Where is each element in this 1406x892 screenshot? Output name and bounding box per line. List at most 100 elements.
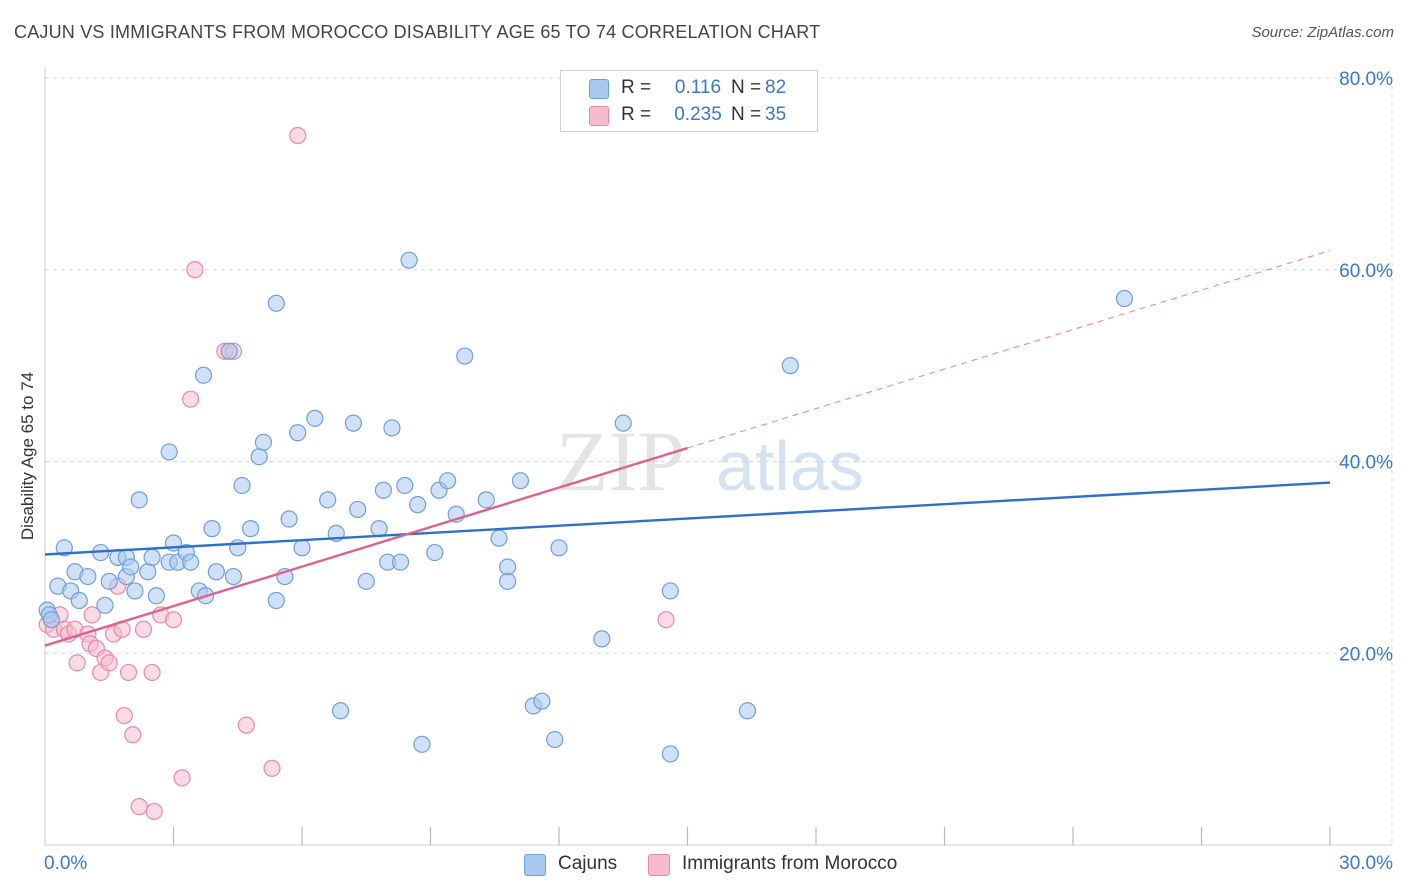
tick-labels: 20.0% 40.0% 60.0% 80.0% 0.0% 30.0%: [44, 69, 1393, 874]
legend-n-label: N =: [731, 77, 762, 98]
axes: [44, 67, 1392, 846]
data-point-cajun: [533, 692, 551, 710]
data-point-morocco: [115, 706, 133, 725]
data-point-cajun: [220, 342, 238, 360]
data-point-morocco: [145, 802, 163, 821]
y-tick-label: 20.0%: [1339, 644, 1393, 665]
data-point-cajun: [242, 520, 260, 538]
legend-n-value: 35: [765, 104, 787, 125]
trend-line-morocco: [44, 446, 688, 647]
bottom-legend-swatch-cajuns: [524, 854, 546, 876]
y-tick-label: 80.0%: [1339, 69, 1393, 90]
legend-n-value: 82: [765, 77, 787, 98]
data-point-cajun: [439, 472, 457, 490]
data-point-cajun: [490, 529, 508, 547]
data-point-cajun: [122, 558, 140, 576]
data-point-cajun: [289, 424, 307, 442]
chart-title: CAJUN VS IMMIGRANTS FROM MOROCCO DISABIL…: [14, 22, 821, 42]
data-point-cajun: [593, 630, 611, 648]
legend-swatch-cajuns: [589, 79, 609, 99]
data-point-morocco: [134, 620, 153, 638]
data-point-cajun: [370, 520, 388, 538]
data-point-cajun: [55, 539, 73, 557]
data-point-cajun: [42, 611, 61, 629]
data-point-cajun: [224, 567, 243, 586]
data-point-cajun: [126, 582, 144, 600]
data-point-cajun: [160, 443, 178, 461]
data-point-cajun: [280, 510, 298, 528]
bottom-legend-swatch-morocco: [648, 854, 670, 876]
data-point-cajun: [182, 553, 200, 571]
data-point-cajun: [374, 481, 392, 499]
data-point-cajun: [511, 472, 530, 490]
data-point-cajun: [267, 591, 285, 610]
data-point-morocco: [164, 611, 183, 629]
data-point-cajun: [661, 745, 679, 763]
data-point-morocco: [173, 769, 191, 787]
data-point-cajun: [499, 572, 517, 590]
x-tick-label: 0.0%: [44, 853, 87, 874]
data-point-morocco: [186, 261, 204, 279]
data-point-cajun: [130, 491, 148, 509]
watermark-atlas: atlas: [716, 427, 864, 505]
data-point-cajun: [391, 553, 410, 571]
data-point-cajun: [143, 548, 161, 566]
data-point-morocco: [119, 663, 138, 682]
grid-lines: [45, 77, 1393, 845]
data-point-cajun: [781, 357, 799, 375]
data-point-cajun: [400, 251, 418, 269]
data-point-morocco: [143, 663, 161, 682]
data-point-cajun: [383, 419, 401, 437]
bottom-legend-label-cajuns: Cajuns: [558, 853, 618, 874]
data-point-cajun: [233, 476, 251, 495]
bottom-legend-label-morocco: Immigrants from Morocco: [682, 853, 898, 874]
data-point-morocco: [130, 798, 148, 816]
data-point-morocco: [289, 126, 307, 145]
x-tick-label: 30.0%: [1339, 853, 1393, 874]
data-point-cajun: [100, 572, 118, 590]
data-point-morocco: [100, 654, 118, 672]
data-point-cajun: [319, 491, 337, 509]
data-point-cajun: [499, 558, 517, 576]
legend-swatch-morocco: [589, 106, 609, 126]
data-point-cajun: [456, 347, 474, 365]
data-point-cajun: [409, 496, 427, 514]
legend-n-label: N =: [731, 104, 762, 125]
legend: R = 0.116 N = 82 R = 0.235 N = 35: [560, 70, 818, 132]
trend-line-cajun: [44, 481, 1331, 556]
y-tick-label: 60.0%: [1339, 261, 1393, 282]
y-axis-label: Disability Age 65 to 74: [18, 372, 37, 540]
data-point-cajun: [550, 539, 568, 557]
legend-r-value: 0.116: [674, 77, 722, 98]
data-point-cajun: [267, 294, 285, 312]
data-point-cajun: [147, 587, 165, 605]
data-point-morocco: [124, 726, 142, 744]
data-point-cajun: [70, 591, 88, 610]
data-point-cajun: [207, 563, 225, 581]
data-point-morocco: [657, 611, 675, 629]
data-point-cajun: [229, 539, 247, 557]
y-tick-label: 40.0%: [1339, 453, 1393, 474]
data-point-cajun: [426, 543, 444, 562]
legend-r-label: R =: [621, 104, 652, 125]
data-point-morocco: [263, 759, 281, 777]
data-point-cajun: [396, 476, 414, 495]
data-point-cajun: [738, 702, 757, 720]
data-point-morocco: [182, 390, 200, 408]
data-point-cajun: [661, 582, 679, 600]
data-point-cajun: [477, 491, 495, 509]
data-point-cajun: [614, 414, 632, 432]
data-point-cajun: [79, 567, 97, 586]
trend-lines: [44, 250, 1331, 647]
data-point-morocco: [68, 654, 86, 672]
legend-r-label: R =: [621, 77, 652, 98]
data-point-cajun: [1115, 289, 1134, 308]
data-point-cajun: [293, 539, 311, 557]
data-point-cajun: [306, 409, 324, 427]
data-point-cajun: [413, 735, 431, 753]
data-point-cajun: [194, 366, 213, 384]
data-point-cajun: [139, 563, 157, 581]
trend-line-morocco-extension: [687, 250, 1331, 449]
data-point-cajun: [357, 572, 375, 590]
